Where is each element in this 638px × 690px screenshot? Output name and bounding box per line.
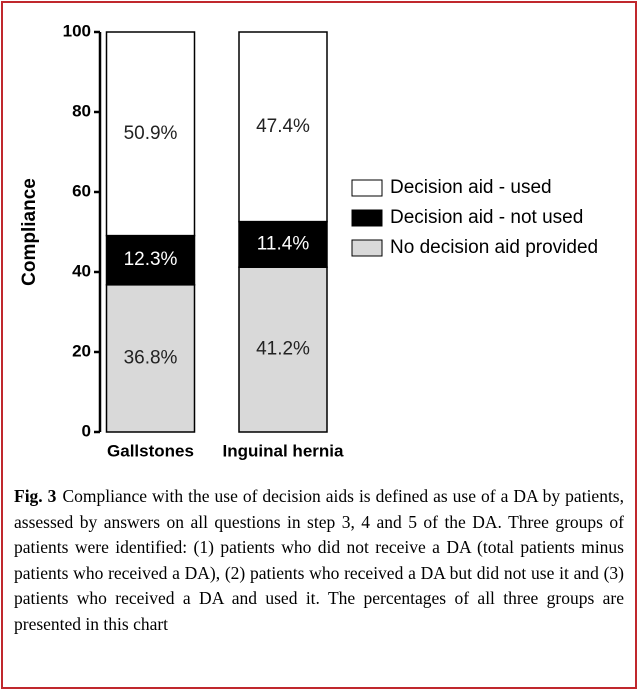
y-axis-label: Compliance xyxy=(19,178,40,286)
caption: Fig. 3 Compliance with the use of decisio… xyxy=(14,484,624,637)
legend-label: No decision aid provided xyxy=(390,237,598,258)
legend-swatch xyxy=(351,239,383,257)
chart: Compliance 0 20 40 60 80 100 36.8% 12.3% 50.9% Ga… xyxy=(19,21,598,460)
bar-segment xyxy=(105,31,196,237)
x-tick-label: Inguinal hernia xyxy=(223,441,344,460)
bar-segment xyxy=(238,266,328,433)
value-label: 36.8% xyxy=(124,347,178,368)
y-tick-label: 0 xyxy=(82,421,91,440)
value-label: 47.4% xyxy=(256,116,310,137)
value-label: 41.2% xyxy=(256,339,310,360)
value-label: 12.3% xyxy=(124,249,178,270)
bar-segment xyxy=(238,220,328,268)
y-tick-label: 60 xyxy=(72,181,91,200)
bar-segment xyxy=(105,284,196,433)
caption-text: Compliance with the use of decision aids… xyxy=(14,486,624,634)
caption-label: Fig. 3 xyxy=(14,486,57,506)
x-tick-label: Gallstones xyxy=(107,441,194,460)
y-tick-label: 40 xyxy=(72,261,91,280)
legend-label: Decision aid - not used xyxy=(390,207,583,228)
y-tick-label: 100 xyxy=(63,21,91,40)
y-tick-label: 80 xyxy=(72,101,91,120)
bar-segment xyxy=(238,31,328,223)
value-label: 50.9% xyxy=(124,123,178,144)
legend-label: Decision aid - used xyxy=(390,177,552,198)
legend-swatch xyxy=(351,179,383,197)
y-tick-label: 20 xyxy=(72,341,91,360)
legend-swatch xyxy=(351,209,383,227)
value-label: 11.4% xyxy=(257,233,310,254)
